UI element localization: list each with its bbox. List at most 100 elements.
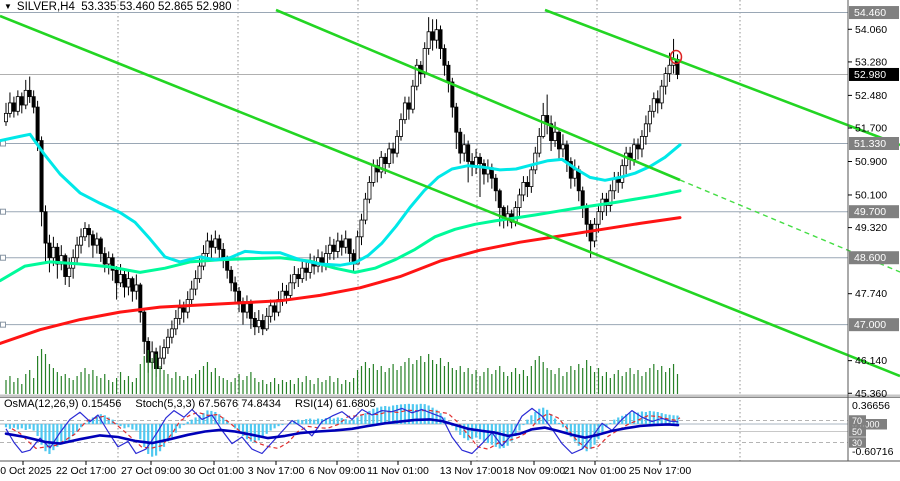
highlight-circle-annotation[interactable]: [669, 49, 683, 65]
candle-body: [327, 244, 332, 254]
level-price-box: [849, 205, 899, 219]
candle-body: [624, 152, 629, 167]
candle-body: [244, 303, 249, 313]
candle-body: [35, 106, 40, 141]
candle-body: [406, 102, 411, 110]
candle-body: [442, 48, 447, 66]
candle-body: [663, 73, 668, 87]
rsi-line: [4, 418, 680, 445]
time-tick-label: 18 Nov 09:00: [503, 465, 566, 477]
candle-body: [608, 190, 613, 206]
candle-body: [292, 274, 297, 284]
trend-line[interactable]: [275, 8, 681, 182]
candle-body: [632, 144, 637, 160]
level-price-label: 47.000: [854, 319, 886, 331]
candle-body: [114, 269, 119, 284]
candle-body: [355, 236, 360, 265]
candle-body: [27, 89, 32, 98]
candle-body: [474, 156, 479, 167]
level-line-handle[interactable]: [0, 208, 6, 215]
candle-body: [122, 274, 127, 288]
level-line-handle[interactable]: [0, 321, 6, 328]
candle-body: [106, 257, 111, 265]
candle-body: [296, 274, 301, 280]
candle-body: [169, 328, 174, 338]
candle-body: [434, 29, 439, 41]
candle-body: [477, 156, 482, 164]
candle-body: [391, 148, 396, 154]
candle-body: [339, 240, 344, 248]
candle-body: [94, 238, 99, 246]
price-tick-label: 53.280: [855, 56, 887, 68]
candle-body: [138, 284, 143, 313]
osc-level-label: 70: [852, 416, 862, 426]
trend-line[interactable]: [544, 8, 900, 147]
candle-body: [86, 228, 91, 236]
pane-separator[interactable]: [0, 394, 900, 398]
candle-body: [395, 135, 400, 154]
candle-body: [398, 119, 403, 137]
rsi-label: RSI(14) 61.6805: [294, 398, 376, 410]
candle-body: [410, 85, 415, 110]
candle-body: [651, 98, 656, 112]
candle-body: [513, 207, 518, 223]
candle-body: [280, 290, 285, 300]
candle-body: [643, 123, 648, 137]
candle-body: [335, 240, 340, 252]
candle-body: [4, 112, 9, 123]
candle-body: [533, 152, 538, 171]
time-scale[interactable]: [0, 461, 900, 481]
candle-body: [213, 238, 218, 248]
price-scale[interactable]: [848, 0, 900, 461]
candle-body: [98, 238, 103, 254]
candle-body: [450, 81, 455, 108]
osc-level-label: 30: [852, 438, 862, 448]
candle-body: [580, 190, 585, 208]
candle-body: [193, 278, 198, 290]
candle-body: [596, 211, 601, 225]
candle-body: [142, 311, 147, 342]
candle-body: [592, 223, 597, 242]
candle-body: [343, 238, 348, 248]
candle-body: [260, 320, 265, 330]
candle-body: [11, 102, 16, 112]
candle-body: [537, 135, 542, 154]
candle-body: [252, 317, 257, 328]
candle-body: [209, 240, 214, 248]
symbol-title: ▼ SILVER,H4 53.335 53.460 52.865 52.980: [4, 1, 232, 13]
candle-body: [402, 102, 407, 121]
time-tick-label: 21 Nov 01:00: [564, 465, 627, 477]
current-price-label: 52.980: [854, 69, 886, 81]
ma-slow-line: [0, 216, 682, 345]
candle-body: [584, 207, 589, 225]
candle-body: [256, 320, 261, 328]
candle-body: [426, 31, 431, 49]
candle-body: [229, 269, 234, 284]
candle-body: [659, 85, 664, 104]
symbol-dropdown-icon[interactable]: ▼: [4, 2, 12, 11]
candle-body: [379, 156, 384, 173]
price-tick-label: 45.360: [855, 388, 887, 400]
candle-body: [47, 242, 52, 259]
level-line-handle[interactable]: [0, 254, 6, 261]
stoch-k-line: [5, 407, 679, 455]
time-tick-label: 3 Nov 17:00: [248, 465, 305, 477]
candle-body: [639, 135, 644, 150]
candle-body: [517, 194, 522, 208]
price-tick-label: 50.100: [855, 189, 887, 201]
candle-body: [19, 96, 24, 106]
time-tick-label: 13 Nov 17:00: [440, 465, 503, 477]
candle-body: [430, 31, 435, 41]
candle-body: [383, 156, 388, 164]
candle-body: [15, 96, 20, 112]
candle-body: [636, 144, 641, 150]
price-tick-label: 46.140: [855, 355, 887, 367]
trend-line[interactable]: [0, 14, 900, 378]
candle-body: [126, 278, 131, 288]
level-price-box: [849, 137, 899, 150]
price-tick-label: 51.700: [855, 123, 887, 135]
candle-body: [387, 148, 392, 164]
candle-body: [31, 96, 36, 108]
